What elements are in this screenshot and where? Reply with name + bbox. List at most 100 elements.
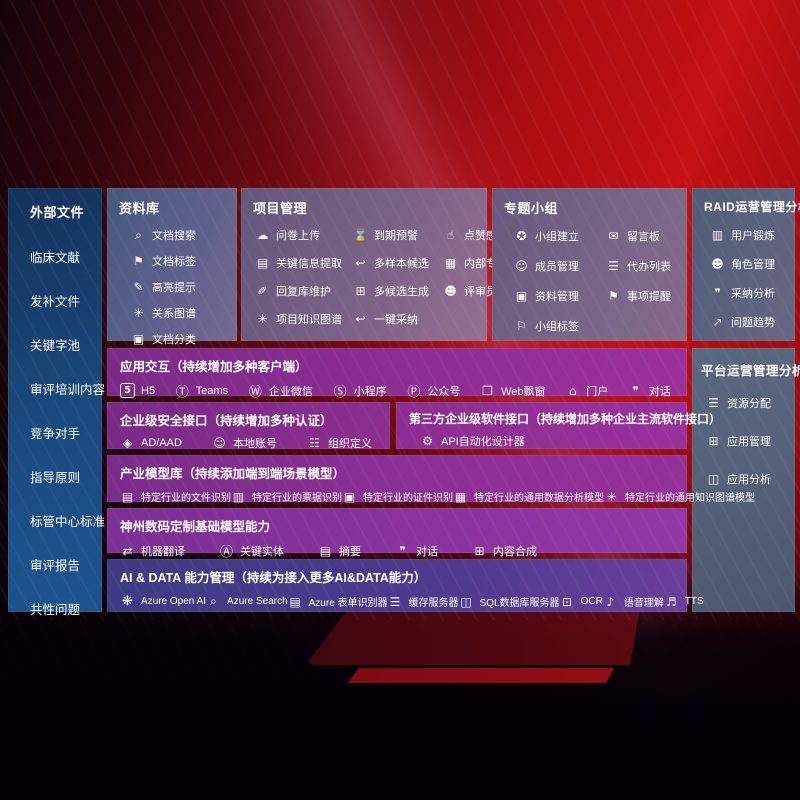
ai-data-item: ♬ TTS (664, 595, 704, 609)
doc-classify-icon: ▣ (132, 332, 145, 346)
ai-data-item: ⊡ OCR (560, 595, 603, 609)
cache-server-icon: ☰ (389, 594, 401, 609)
library-title: 资料库 (119, 201, 160, 216)
org-define-icon: ☷ (309, 436, 320, 450)
sidebar-item-guidelines: 指导原则 (30, 471, 81, 485)
library-list: ⌕ 文档搜索 ⚑ 文档标签 ✎ 高亮提示 ✳ 关系图谱 ▣ 文档分类 (107, 227, 237, 347)
client-label: Teams (195, 384, 229, 397)
client-item: ❞ 对话 (628, 383, 671, 399)
project-item-label: 问卷上传 (276, 230, 320, 242)
platform-item-label: 应用管理 (727, 436, 771, 448)
base-model-item: ▤ 摘要 (318, 543, 361, 559)
raid-ops-panel: RAID运营管理分析 ▥ 用户锻炼 ☻ 角色管理 ❞ 采纳分析 ↗ 问题趋势 (692, 188, 800, 341)
library-panel: 资料库 ⌕ 文档搜索 ⚑ 文档标签 ✎ 高亮提示 ✳ 关系图谱 ▣ 文档分类 (107, 188, 237, 346)
reminder-bell-icon: ⚑ (608, 289, 619, 303)
materials-manage-icon: ▣ (515, 289, 528, 303)
project-item: ▤ 关键信息提取 (255, 255, 347, 271)
app-interaction-row: 应用交互（持续增加多种客户端） 5 H5 Ⓣ Teams Ⓦ 企业微信 Ⓢ 小程序 Ⓟ 公… (107, 348, 687, 400)
reply-maintain-icon: ✐ (257, 284, 268, 298)
dialog-icon: ❞ (632, 383, 639, 398)
base-model-title: 神州数码定制基础模型能力 (120, 520, 271, 534)
project-item: ☁ 问卷上传 (255, 227, 347, 243)
topic-item: ⚐ 小组标签 (514, 318, 606, 334)
app-grid-icon: ⊞ (708, 434, 719, 448)
thirdparty-interface-items: ⚙ API自动化设计器 (396, 427, 687, 449)
external-files-list: 临床文献 发补文件 关键字池 审评培训内容 竞争对手 指导原则 标管中心标准 审… (8, 247, 106, 618)
app-interaction-title: 应用交互（持续增加多种客户端） (120, 360, 308, 374)
project-item: ✳ 项目知识图谱 (255, 311, 347, 327)
security-item: ☷ 组织定义 (307, 435, 372, 451)
resource-list-icon: ☰ (708, 396, 719, 410)
client-label: 门户 (586, 385, 609, 398)
ai-data-items: ❋ Azure Open AI ⌕ Azure Search ▤ Azure 表单识别… (107, 586, 704, 609)
industry-label: 特定行业的文件识别 (141, 493, 231, 504)
topic-item: ▣ 资料管理 (514, 288, 606, 304)
client-item: Ⓣ Teams (175, 381, 229, 401)
sidebar-item-common-issues: 共性问题 (30, 603, 81, 617)
qa-chat-icon: ❞ (714, 286, 721, 300)
base-model-label: 摘要 (339, 545, 361, 558)
platform-ops-title: 平台运营管理分析 (701, 364, 800, 378)
base-model-item: ⇄ 机器翻译 (120, 543, 185, 559)
library-item: ✳ 关系图谱 (131, 305, 237, 321)
project-item-label: 回复库维护 (276, 286, 331, 298)
base-model-label: 机器翻译 (141, 545, 185, 558)
project-item: ↩ 一键采纳 (353, 311, 437, 327)
topic-item-label: 小组建立 (535, 231, 579, 243)
project-management-title: 项目管理 (253, 201, 308, 216)
ai-data-item: ⌕ Azure Search (206, 594, 287, 609)
h5-icon: 5 (120, 383, 135, 398)
platform-ops-panel: 平台运营管理分析 ☰ 资源分配 ⊞ 应用管理 ◫ 应用分析 (692, 348, 800, 612)
expert-ranking-icon: ▦ (444, 256, 457, 270)
relation-graph-icon: ✳ (133, 306, 144, 320)
thirdparty-interface-title: 第三方企业级软件接口（持续增加多种企业主流软件接口） (409, 412, 722, 426)
ocr-icon: ⊡ (562, 594, 573, 609)
thirdparty-item: ⚙ API自动化设计器 (420, 433, 525, 449)
client-item: Ⓦ 企业微信 (248, 381, 313, 400)
knowledge-graph-icon: ✳ (257, 312, 268, 326)
speech-understanding-icon: ♪ (606, 594, 615, 609)
sidebar-item-center-standards: 标管中心标准 (30, 515, 106, 529)
sidebar-item-supplement-files: 发补文件 (30, 295, 81, 309)
ai-data-label: SQL数据库服务器 (479, 598, 560, 609)
wechat-work-icon: Ⓦ (248, 385, 262, 400)
thirdparty-interface-row: 第三方企业级软件接口（持续增加多种企业主流软件接口） ⚙ API自动化设计器 (396, 402, 722, 449)
topic-item-label: 事项提醒 (627, 291, 671, 303)
client-item: Ⓟ 公众号 (406, 381, 460, 400)
topic-item: ✉ 留言板 (606, 228, 687, 244)
sidebar-item-competitors: 竞争对手 (30, 427, 81, 441)
library-item: ✎ 高亮提示 (131, 279, 237, 295)
app-analysis-icon: ◫ (707, 472, 720, 486)
raid-item: ▥ 用户锻炼 (710, 227, 795, 243)
topic-item-label: 小组标签 (535, 321, 579, 333)
message-board-icon: ✉ (608, 229, 619, 243)
ai-data-label: 语音理解 (623, 598, 664, 609)
deadline-alarm-icon: ⌛ (353, 228, 368, 242)
industry-label: 特定行业的通用知识图谱模型 (625, 493, 755, 504)
raid-item-label: 问题趋势 (731, 317, 775, 329)
external-files-panel: 外部文件 临床文献 发补文件 关键字池 审评培训内容 竞争对手 指导原则 标管中… (8, 188, 105, 617)
portal-icon: ⌂ (568, 383, 577, 398)
sql-database-icon: ◫ (460, 594, 472, 609)
id-recognition-icon: ▣ (343, 489, 356, 504)
app-interaction-items: 5 H5 Ⓣ Teams Ⓦ 企业微信 Ⓢ 小程序 Ⓟ 公众号 ❐ Web飘窗 ⌂ 门户 ❞ 对… (107, 375, 687, 400)
todo-list-icon: ☰ (608, 259, 619, 273)
ai-data-title: AI & DATA 能力管理（持续为接入更多AI&DATA能力） (120, 571, 427, 585)
library-item: ⌕ 文档搜索 (131, 227, 237, 243)
topic-group-panel: 专题小组 ✪ 小组建立 ✉ 留言板 ☺ 成员管理 ☰ 代办列表 ▣ 资料管理 ⚑ 事项提醒 … (492, 188, 687, 341)
platform-item-label: 应用分析 (727, 474, 771, 486)
project-item-label: 项目知识图谱 (276, 314, 342, 326)
project-item: ⊞ 多候选生成 (353, 283, 437, 299)
topic-item-label: 资料管理 (535, 291, 579, 303)
library-item-label: 文档标签 (152, 256, 196, 268)
raid-item: ↗ 问题趋势 (710, 314, 795, 330)
thumbs-up-icon: ☝ (446, 228, 455, 242)
base-model-item: ⊞ 内容合成 (472, 543, 537, 559)
project-item: ✐ 回复库维护 (255, 283, 347, 299)
raid-item-label: 角色管理 (731, 259, 775, 271)
enterprise-security-items: ◈ AD/AAD ☺ 本地账号 ☷ 组织定义 (107, 429, 390, 451)
library-item-label: 文档搜索 (152, 230, 196, 242)
summary-doc-icon: ▤ (319, 543, 332, 558)
industry-label: 特定行业的通用数据分析模型 (474, 493, 604, 504)
base-model-item: ❞ 对话 (395, 543, 438, 559)
